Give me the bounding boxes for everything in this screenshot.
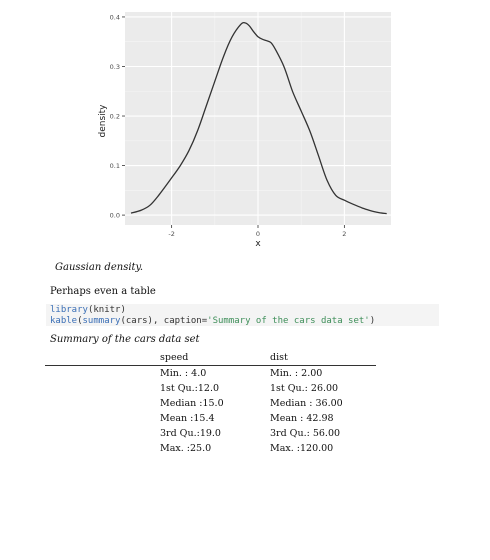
table-cell: 3rd Qu.: 56.00 bbox=[270, 428, 341, 439]
table-cell bbox=[45, 441, 160, 456]
code-block: library(knitr) kable(summary(cars), capti… bbox=[46, 304, 439, 326]
y-tick-label: 0.3 bbox=[110, 63, 120, 71]
table-row: Min. : 4.0 Min. : 2.00 bbox=[45, 366, 376, 382]
x-tick-label: -2 bbox=[168, 230, 174, 238]
figure-caption: Gaussian density. bbox=[55, 262, 144, 273]
code-string: 'Summary of the cars data set' bbox=[207, 316, 370, 326]
table-cell: Min. : 2.00 bbox=[270, 368, 323, 379]
table-cell bbox=[45, 366, 160, 382]
code-text: (cars), caption= bbox=[120, 316, 208, 326]
table-cell: 3rd Qu.:19.0 bbox=[160, 428, 221, 439]
y-axis-label: density bbox=[98, 104, 108, 138]
table-cell bbox=[45, 411, 160, 426]
x-axis-label: x bbox=[255, 239, 261, 249]
code-line-2: kable(summary(cars), caption='Summary of… bbox=[50, 316, 439, 327]
code-text: (knitr) bbox=[87, 305, 126, 315]
y-tick-label: 0.0 bbox=[110, 212, 120, 220]
table-caption: Summary of the cars data set bbox=[50, 334, 200, 345]
summary-table: speed dist Min. : 4.0 Min. : 2.00 1st Qu.… bbox=[45, 349, 376, 456]
table-cell: Median :15.0 bbox=[160, 398, 224, 409]
y-tick-label: 0.1 bbox=[110, 162, 120, 170]
code-text: ( bbox=[77, 316, 83, 326]
y-tick-label: 0.2 bbox=[110, 113, 120, 121]
table-cell: 1st Qu.: 26.00 bbox=[270, 383, 339, 394]
x-tick-label: 0 bbox=[256, 230, 260, 238]
grid-lines bbox=[125, 12, 391, 225]
table-header-cell bbox=[45, 349, 160, 366]
table-row: 3rd Qu.:19.0 3rd Qu.: 56.00 bbox=[45, 426, 376, 441]
table-cell bbox=[45, 396, 160, 411]
table-row: Mean :15.4 Mean : 42.98 bbox=[45, 411, 376, 426]
code-function: kable bbox=[50, 316, 78, 326]
table-cell: Median : 36.00 bbox=[270, 398, 343, 409]
code-function: summary bbox=[82, 316, 121, 326]
density-curve bbox=[130, 21, 387, 215]
table-cell: Max. :25.0 bbox=[160, 443, 212, 454]
table-cell: Min. : 4.0 bbox=[160, 368, 207, 379]
table-row: 1st Qu.:12.0 1st Qu.: 26.00 bbox=[45, 381, 376, 396]
code-text: ) bbox=[369, 316, 376, 326]
density-figure: 0.0 0.1 0.2 0.3 0.4 -2 0 2 x density bbox=[98, 12, 391, 249]
table-cell: Mean :15.4 bbox=[160, 413, 215, 424]
table-cell bbox=[45, 381, 160, 396]
y-tick-label: 0.4 bbox=[110, 13, 120, 21]
table-cell bbox=[45, 426, 160, 441]
table-header-cell: speed bbox=[160, 349, 270, 366]
table-cell: Mean : 42.98 bbox=[270, 413, 334, 424]
x-tick-label: 2 bbox=[342, 230, 346, 238]
table-cell: 1st Qu.:12.0 bbox=[160, 383, 220, 394]
table-header-row: speed dist bbox=[45, 349, 376, 366]
code-function: library bbox=[50, 305, 88, 315]
table-row: Max. :25.0 Max. :120.00 bbox=[45, 441, 376, 456]
code-line-1: library(knitr) bbox=[50, 305, 439, 316]
table-row: Median :15.0 Median : 36.00 bbox=[45, 396, 376, 411]
table-cell: Max. :120.00 bbox=[270, 443, 334, 454]
axes: 0.0 0.1 0.2 0.3 0.4 -2 0 2 bbox=[110, 13, 347, 238]
table-header-cell: dist bbox=[270, 349, 376, 366]
paragraph-text: Perhaps even a table bbox=[50, 286, 156, 297]
